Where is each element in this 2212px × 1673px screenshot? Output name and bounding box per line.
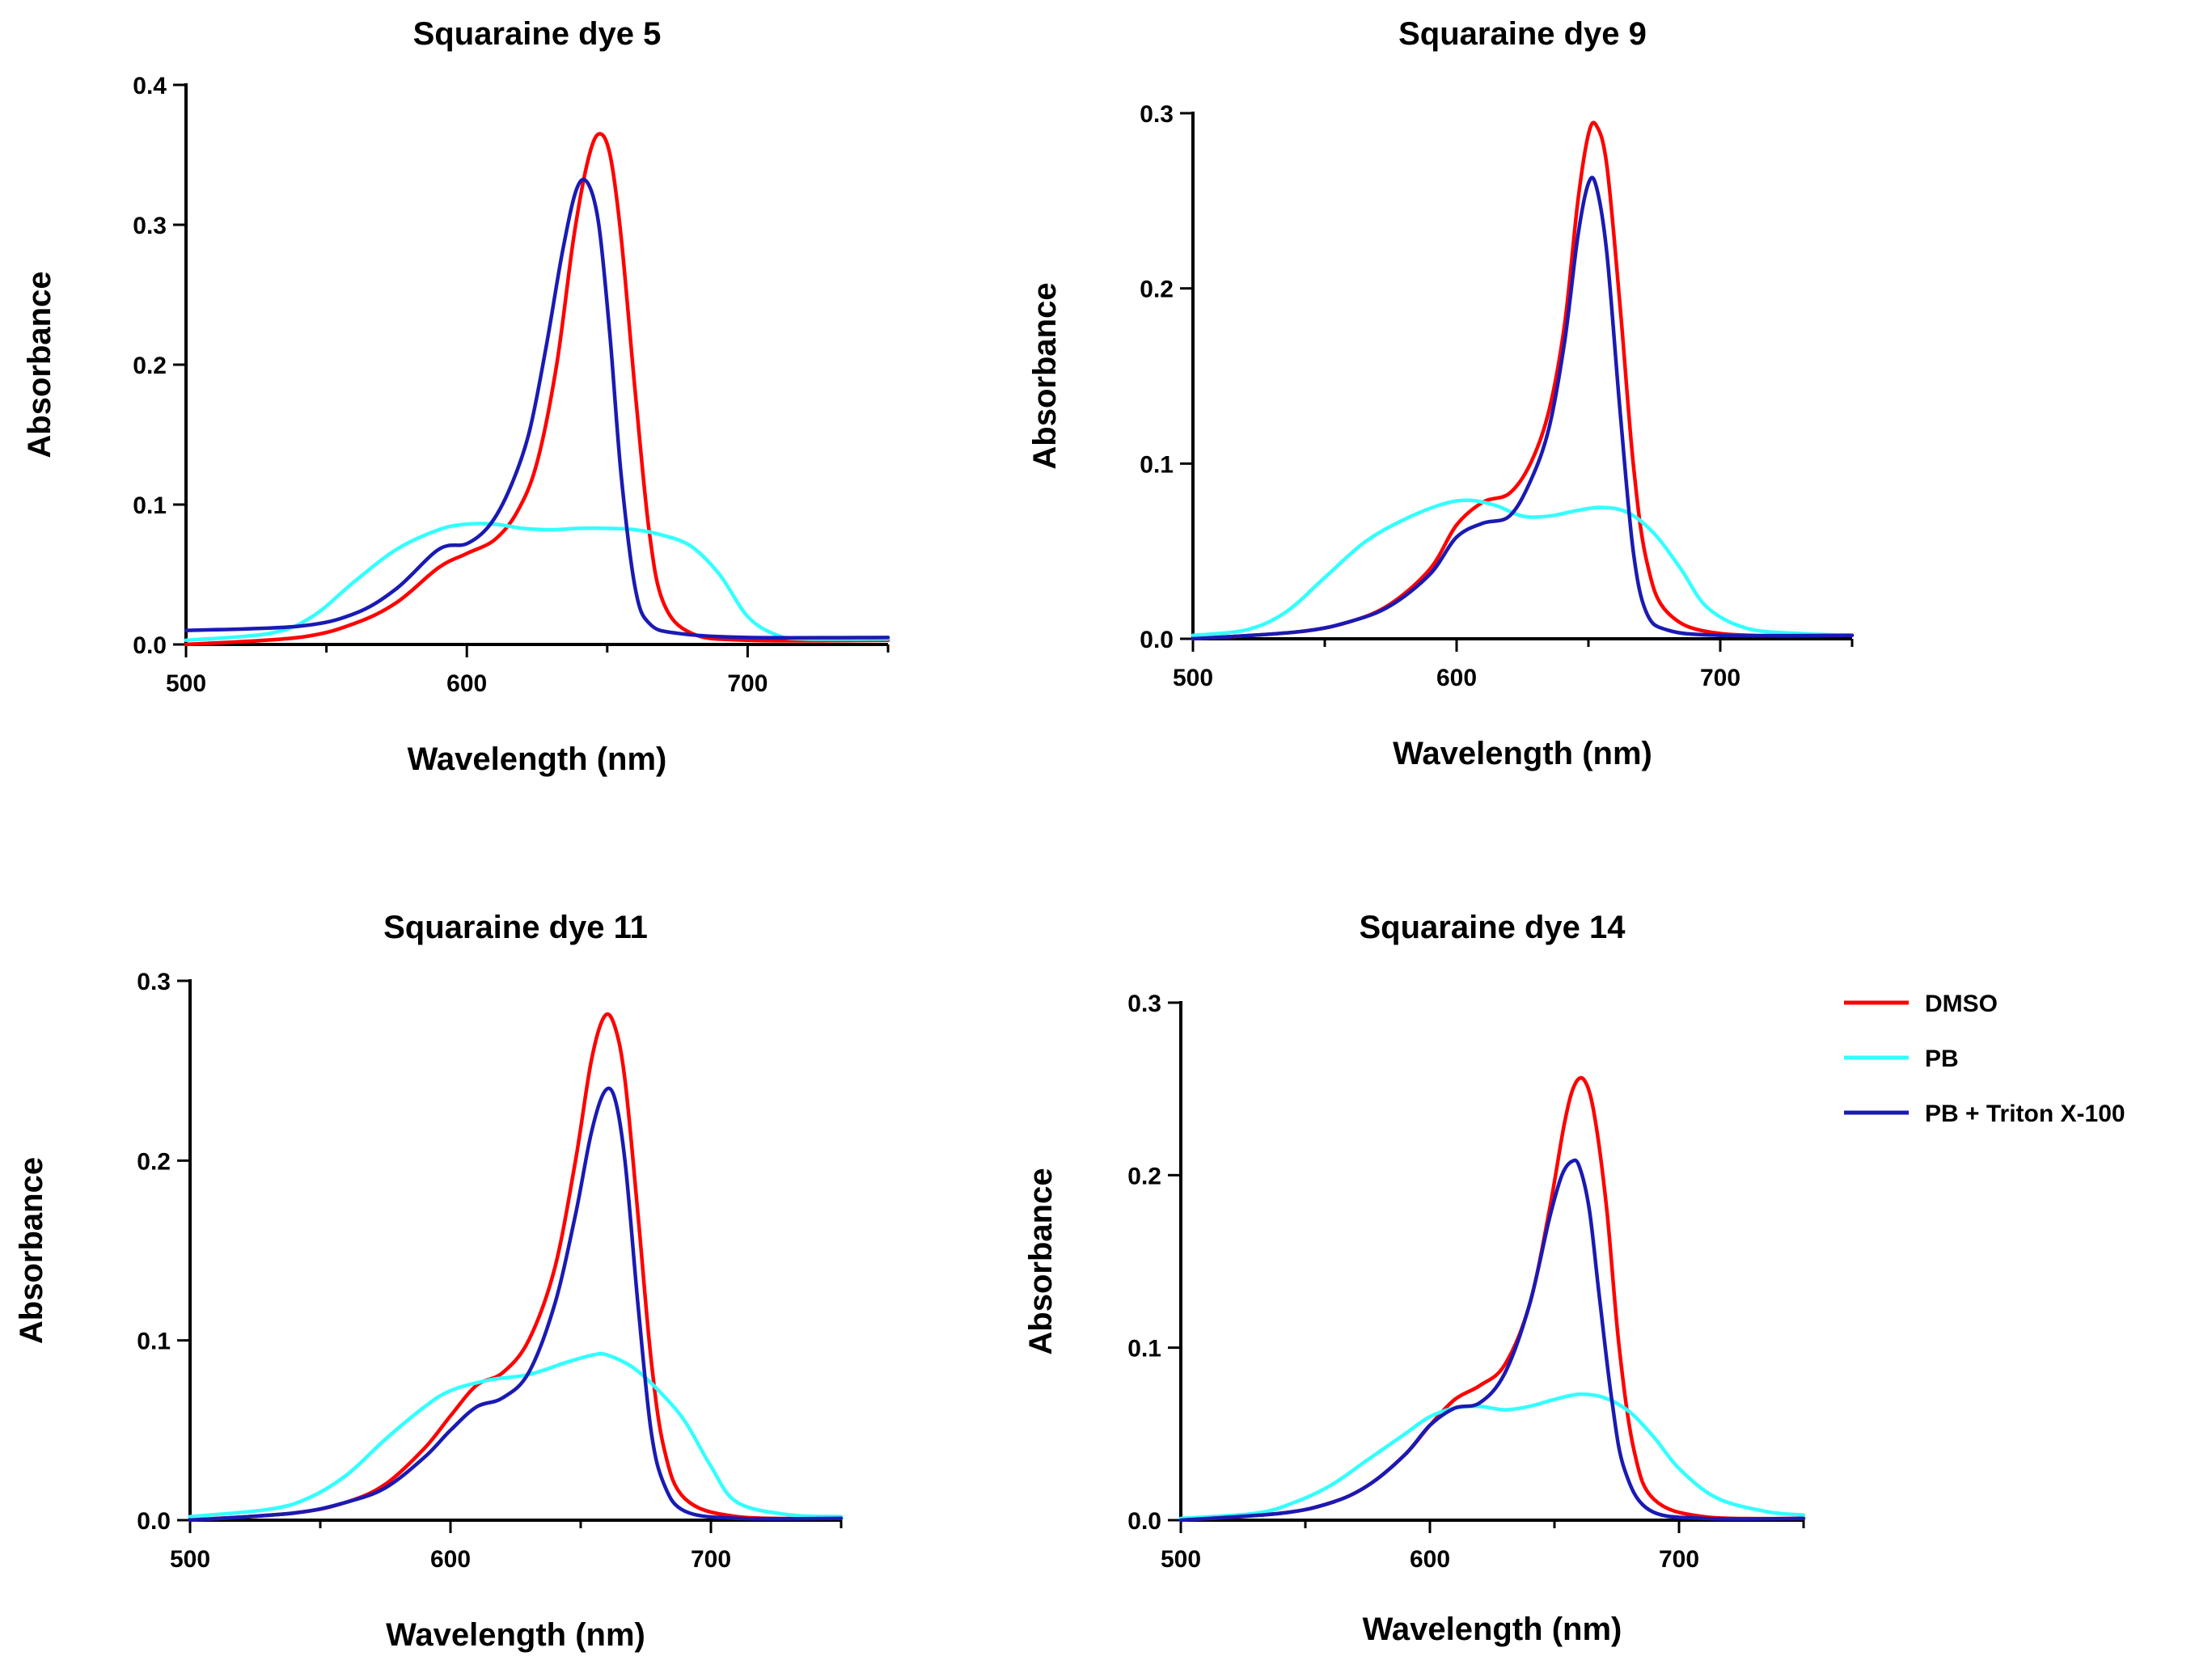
chart-panel-4: Squaraine dye 14 500 600 700 0.0 0.1 0.2 0.3 Wav… — [1023, 910, 1806, 1647]
series-line-pb-triton-x-100 — [1191, 175, 1855, 641]
legend-label-pb: PB — [1925, 1046, 1959, 1072]
y-axis-label: Absorbance — [22, 271, 57, 458]
x-tick-label: 600 — [1410, 1546, 1450, 1573]
y-tick-label: 0.3 — [137, 969, 171, 995]
chart-title: Squaraine dye 9 — [1398, 16, 1647, 52]
series-line-pb-triton-x-100 — [188, 1086, 844, 1523]
y-tick-label: 0.3 — [133, 213, 167, 239]
x-axis-label: Wavelength (nm) — [408, 741, 667, 777]
x-tick-label: 600 — [446, 670, 487, 697]
x-tick-label: 500 — [166, 670, 206, 697]
y-tick-label: 0.4 — [133, 73, 167, 99]
series-line-dmso — [184, 132, 890, 647]
x-tick-label: 700 — [727, 670, 768, 697]
y-tick-label: 0.1 — [133, 492, 167, 519]
x-tick-label: 500 — [170, 1546, 210, 1573]
y-tick-label: 0.2 — [133, 353, 167, 379]
x-axis-label: Wavelength (nm) — [386, 1617, 645, 1653]
x-tick-label: 500 — [1173, 665, 1213, 691]
series-line-pb-triton-x-100 — [1178, 1158, 1806, 1523]
chart-panel-2: Squaraine dye 9 500 600 700 0.0 0.1 0.2 0.3 Wave… — [1027, 16, 1855, 771]
y-tick-label: 0.0 — [1140, 627, 1174, 653]
y-tick-label: 0.1 — [137, 1329, 171, 1355]
y-tick-label: 0.0 — [137, 1508, 171, 1535]
y-axis-label: Absorbance — [1023, 1168, 1059, 1354]
chart-title: Squaraine dye 11 — [383, 910, 648, 945]
y-axis-label: Absorbance — [14, 1157, 49, 1344]
y-tick-label: 0.0 — [1127, 1508, 1161, 1535]
series-line-dmso — [188, 1012, 844, 1523]
y-tick-label: 0.3 — [1127, 991, 1161, 1017]
x-tick-label: 600 — [430, 1546, 471, 1573]
series-line-pb — [184, 522, 890, 643]
y-tick-label: 0.1 — [1140, 451, 1174, 478]
chart-panel-3: Squaraine dye 11 500 600 700 0.0 0.1 0.2 0.3 Wav… — [14, 910, 844, 1653]
x-tick-label: 700 — [1700, 665, 1740, 691]
legend-label-dmso: DMSO — [1925, 991, 1998, 1017]
x-axis-label: Wavelength (nm) — [1393, 736, 1652, 771]
chart-panel-1: Squaraine dye 5 500 600 700 0.0 0.1 0.2 0.3 0.4 W… — [22, 16, 890, 777]
series-line-pb-triton-x-100 — [184, 177, 890, 640]
series-line-dmso — [1178, 1075, 1806, 1523]
y-tick-label: 0.2 — [137, 1148, 171, 1175]
chart-title: Squaraine dye 14 — [1359, 910, 1626, 945]
x-tick-label: 600 — [1436, 665, 1477, 691]
x-tick-label: 500 — [1161, 1546, 1201, 1573]
y-tick-label: 0.2 — [1127, 1163, 1161, 1189]
x-tick-label: 700 — [691, 1546, 731, 1573]
y-tick-label: 0.1 — [1127, 1336, 1161, 1362]
series-line-pb — [1178, 1392, 1806, 1521]
legend-label-pb-triton-x-100: PB + Triton X-100 — [1925, 1101, 2125, 1127]
series-line-pb — [1191, 498, 1855, 637]
legend: DMSO PB PB + Triton X-100 — [1844, 991, 2125, 1127]
series-line-dmso — [1191, 120, 1855, 641]
chart-title: Squaraine dye 5 — [413, 16, 662, 52]
y-tick-label: 0.3 — [1140, 101, 1174, 128]
y-tick-label: 0.0 — [133, 632, 167, 659]
y-axis-label: Absorbance — [1027, 282, 1063, 469]
y-tick-label: 0.2 — [1140, 277, 1174, 303]
series-line-pb — [188, 1351, 844, 1519]
x-tick-label: 700 — [1659, 1546, 1699, 1573]
x-axis-label: Wavelength (nm) — [1363, 1612, 1622, 1647]
